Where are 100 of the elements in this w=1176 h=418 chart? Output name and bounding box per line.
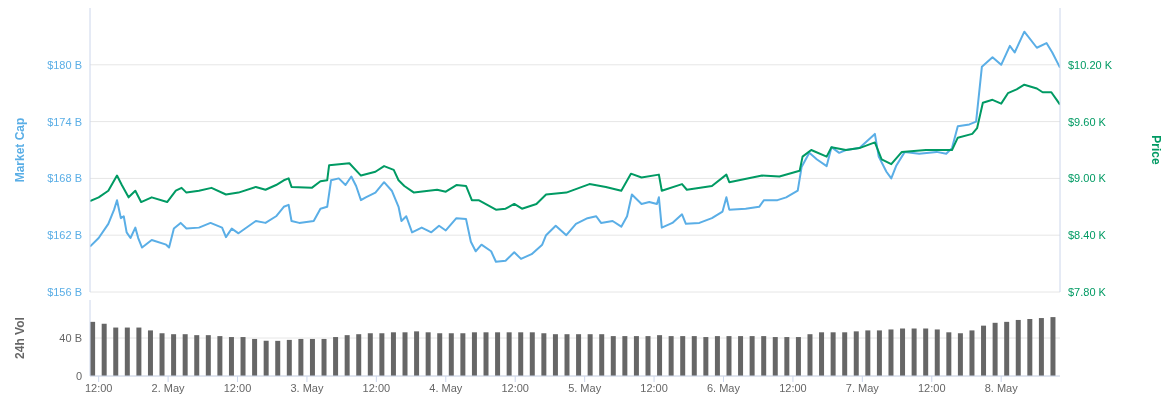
bar (761, 336, 767, 376)
bar (552, 334, 558, 376)
y2-tick-label: $10.20 K (1068, 58, 1113, 71)
x-tick-label: 3. May (290, 381, 324, 394)
bar (888, 329, 894, 376)
bar (437, 333, 443, 376)
bar (795, 337, 801, 376)
bar (194, 335, 200, 376)
x-tick-label: 5. May (568, 381, 602, 394)
bar (205, 335, 211, 376)
bar (1004, 321, 1010, 376)
bar (911, 328, 917, 376)
bar (946, 332, 952, 376)
x-tick-label: 8. May (984, 381, 1019, 394)
bar (275, 340, 281, 376)
bar (217, 336, 223, 376)
bar (819, 332, 825, 376)
x-tick-label: 2. May (151, 381, 186, 394)
bar (772, 337, 778, 376)
bar (981, 325, 987, 376)
y2-tick-label: $9.00 K (1068, 172, 1107, 185)
bar (298, 338, 304, 376)
bar (738, 336, 744, 376)
x-tick-label: 7. May (845, 381, 880, 394)
bar (124, 327, 130, 376)
bar (703, 337, 709, 376)
bar (934, 329, 940, 376)
bar (356, 334, 362, 376)
bar (714, 336, 720, 376)
bar (159, 333, 165, 376)
bar (263, 340, 269, 376)
bar (518, 332, 524, 376)
x-tick-label: 6. May (706, 381, 741, 394)
bar (876, 330, 882, 376)
bar (576, 334, 582, 376)
y-axis-title: 24h Vol (13, 317, 28, 359)
bar (344, 335, 350, 376)
bar (992, 322, 998, 376)
bar (853, 331, 859, 376)
x-tick-label: 12:00 (779, 381, 807, 394)
bar (448, 333, 454, 376)
bar (923, 328, 929, 376)
x-tick-label: 12:00 (223, 381, 252, 394)
bar (483, 332, 489, 376)
y-tick-label: $174 B (47, 115, 82, 128)
y2-tick-label: $9.60 K (1068, 115, 1107, 128)
bar (495, 332, 501, 376)
bar (471, 332, 477, 376)
y2-tick-label: $7.80 K (1068, 285, 1107, 298)
bar (668, 336, 674, 376)
bar (367, 333, 373, 376)
bar (587, 334, 593, 376)
bar (1027, 319, 1033, 376)
bar (240, 337, 246, 376)
bar (622, 336, 628, 376)
bar (390, 332, 396, 376)
bar (969, 330, 975, 376)
bar (136, 327, 142, 376)
y-tick-label: $156 B (47, 285, 82, 298)
bar (101, 323, 107, 376)
y-tick-label: $162 B (47, 229, 82, 242)
bar (749, 336, 755, 376)
bar (842, 332, 848, 376)
x-tick-label: 12:00 (640, 381, 668, 394)
bar (599, 334, 605, 376)
y-tick-label: $180 B (47, 58, 82, 71)
y-tick-label: 0 (75, 369, 82, 382)
bar (680, 336, 686, 376)
bar (784, 337, 790, 376)
bar (657, 335, 663, 376)
bar (228, 337, 234, 376)
bar (1015, 319, 1021, 376)
bar (865, 330, 871, 376)
bar (147, 330, 153, 376)
x-tick-label: 4. May (429, 381, 463, 394)
bar (309, 338, 315, 376)
bar (113, 327, 119, 376)
bar (1038, 318, 1044, 376)
bar (807, 334, 813, 376)
bar (252, 338, 258, 376)
bar (321, 338, 327, 376)
x-tick-label: 12:00 (501, 381, 529, 394)
bar (529, 332, 535, 376)
bar (182, 334, 188, 376)
bar (830, 332, 836, 376)
bar (333, 337, 339, 376)
bar (460, 333, 466, 376)
x-tick-label: 12:00 (84, 381, 113, 394)
bar (564, 334, 570, 376)
bar (379, 333, 385, 376)
y-tick-label: 40 B (59, 331, 82, 344)
x-tick-label: 12:00 (362, 381, 391, 394)
bar (171, 334, 177, 376)
y-axis-title: Market Cap (13, 117, 28, 183)
y2-axis-title: Price (1148, 135, 1163, 165)
y-tick-label: $168 B (47, 172, 82, 185)
bar (610, 336, 616, 376)
bar (900, 328, 906, 376)
bar (541, 333, 547, 376)
bar (691, 336, 697, 376)
